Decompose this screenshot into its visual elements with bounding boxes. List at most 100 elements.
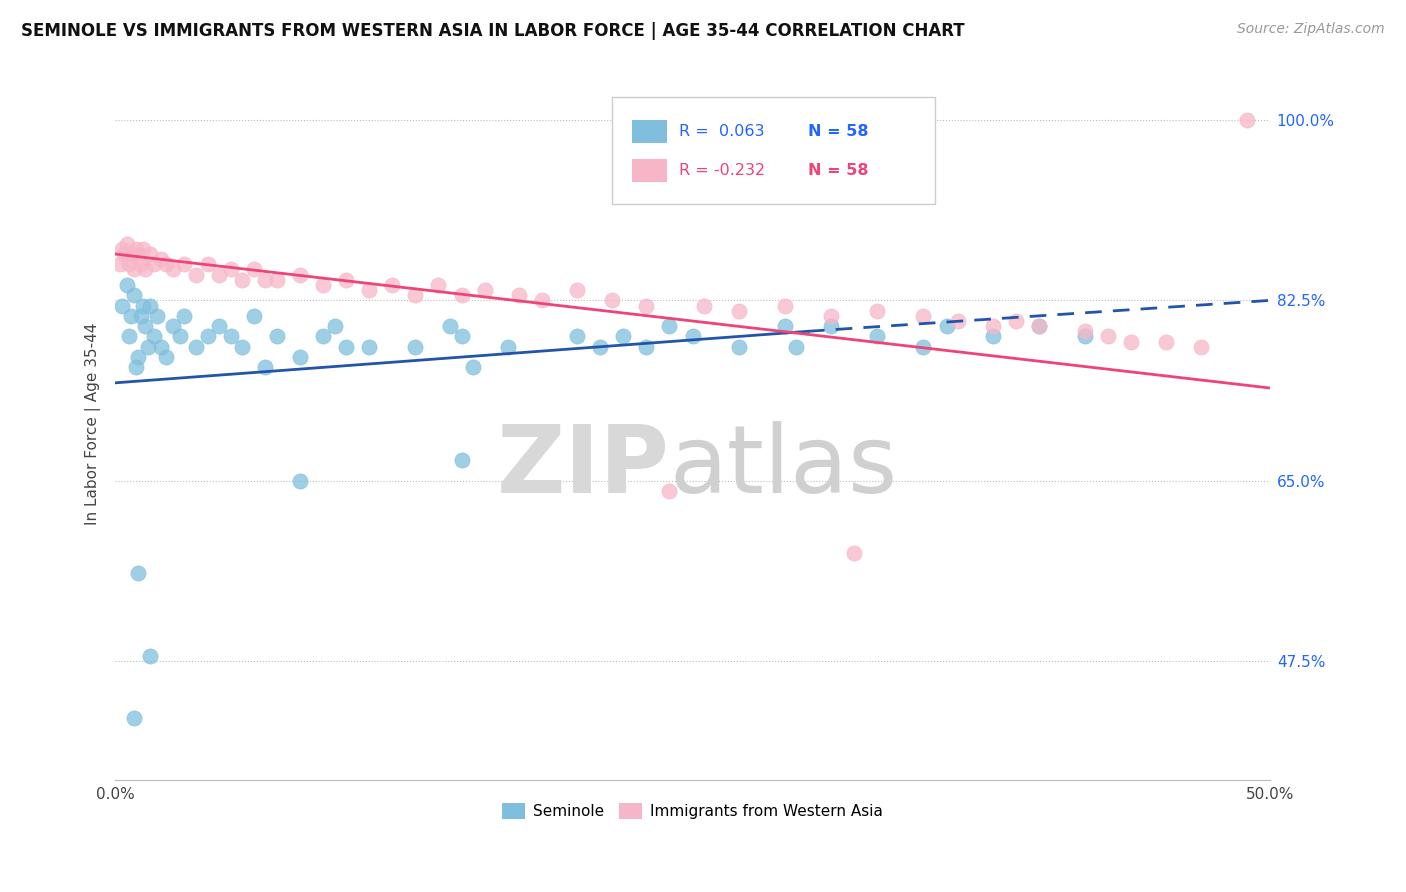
Point xyxy=(136,340,159,354)
Point xyxy=(122,711,145,725)
Point xyxy=(266,329,288,343)
Point xyxy=(173,309,195,323)
Point xyxy=(169,329,191,343)
Point xyxy=(139,247,162,261)
Point xyxy=(693,299,716,313)
Text: R = -0.232: R = -0.232 xyxy=(679,162,765,178)
Point xyxy=(1154,334,1177,349)
Text: SEMINOLE VS IMMIGRANTS FROM WESTERN ASIA IN LABOR FORCE | AGE 35-44 CORRELATION : SEMINOLE VS IMMIGRANTS FROM WESTERN ASIA… xyxy=(21,22,965,40)
Point xyxy=(636,340,658,354)
Text: N = 58: N = 58 xyxy=(808,162,869,178)
Point xyxy=(115,277,138,292)
Point xyxy=(122,288,145,302)
Point xyxy=(219,329,242,343)
Point xyxy=(1097,329,1119,343)
Point xyxy=(912,340,935,354)
Point xyxy=(111,242,134,256)
Point xyxy=(427,277,450,292)
Point xyxy=(108,257,131,271)
Point xyxy=(219,262,242,277)
Point xyxy=(162,319,184,334)
Point xyxy=(636,299,658,313)
Point xyxy=(844,546,866,560)
Point xyxy=(946,314,969,328)
Point xyxy=(912,309,935,323)
Point xyxy=(727,340,749,354)
Point xyxy=(112,247,135,261)
Point xyxy=(288,474,311,488)
Point xyxy=(139,648,162,663)
Bar xyxy=(633,120,666,144)
Point xyxy=(359,340,381,354)
Point xyxy=(773,319,796,334)
Point xyxy=(231,340,253,354)
Point xyxy=(450,453,472,467)
Point xyxy=(359,283,381,297)
Point xyxy=(1004,314,1026,328)
Point xyxy=(143,257,166,271)
Point xyxy=(474,283,496,297)
Point xyxy=(145,309,167,323)
Point xyxy=(1028,319,1050,334)
Text: Source: ZipAtlas.com: Source: ZipAtlas.com xyxy=(1237,22,1385,37)
Point xyxy=(111,299,134,313)
Point xyxy=(565,329,588,343)
Point xyxy=(682,329,704,343)
Point xyxy=(612,329,634,343)
Point xyxy=(658,484,681,499)
Point xyxy=(129,257,152,271)
Point xyxy=(1121,334,1143,349)
Point xyxy=(935,319,957,334)
Point xyxy=(658,319,681,334)
Point xyxy=(139,299,162,313)
Point xyxy=(981,329,1004,343)
Point xyxy=(162,262,184,277)
Point xyxy=(288,350,311,364)
Point xyxy=(820,309,842,323)
Point xyxy=(254,360,277,375)
Point xyxy=(404,340,426,354)
Point xyxy=(155,257,177,271)
Point xyxy=(197,257,219,271)
Point xyxy=(773,299,796,313)
Legend: Seminole, Immigrants from Western Asia: Seminole, Immigrants from Western Asia xyxy=(496,797,889,825)
Point xyxy=(115,236,138,251)
Point xyxy=(450,329,472,343)
Bar xyxy=(633,159,666,182)
Point xyxy=(1074,329,1097,343)
Point xyxy=(981,319,1004,334)
Point xyxy=(125,242,148,256)
Point xyxy=(208,319,231,334)
Point xyxy=(208,268,231,282)
Point xyxy=(312,277,335,292)
Point xyxy=(589,340,612,354)
Point xyxy=(450,288,472,302)
Point xyxy=(288,268,311,282)
Point xyxy=(820,319,842,334)
Point xyxy=(120,309,142,323)
Point xyxy=(1074,324,1097,338)
Point xyxy=(143,329,166,343)
Point xyxy=(323,319,346,334)
Point xyxy=(254,273,277,287)
Point xyxy=(132,299,155,313)
Point xyxy=(120,247,142,261)
Point xyxy=(150,340,173,354)
Point xyxy=(531,293,554,308)
Point xyxy=(184,268,207,282)
Point xyxy=(127,247,149,261)
Point xyxy=(173,257,195,271)
Point xyxy=(866,303,889,318)
Point xyxy=(242,262,264,277)
Point xyxy=(463,360,485,375)
Point xyxy=(132,242,155,256)
Point xyxy=(184,340,207,354)
FancyBboxPatch shape xyxy=(612,97,935,203)
Point xyxy=(727,303,749,318)
Point xyxy=(785,340,807,354)
Point xyxy=(242,309,264,323)
Point xyxy=(312,329,335,343)
Point xyxy=(508,288,530,302)
Point xyxy=(134,319,156,334)
Point xyxy=(122,262,145,277)
